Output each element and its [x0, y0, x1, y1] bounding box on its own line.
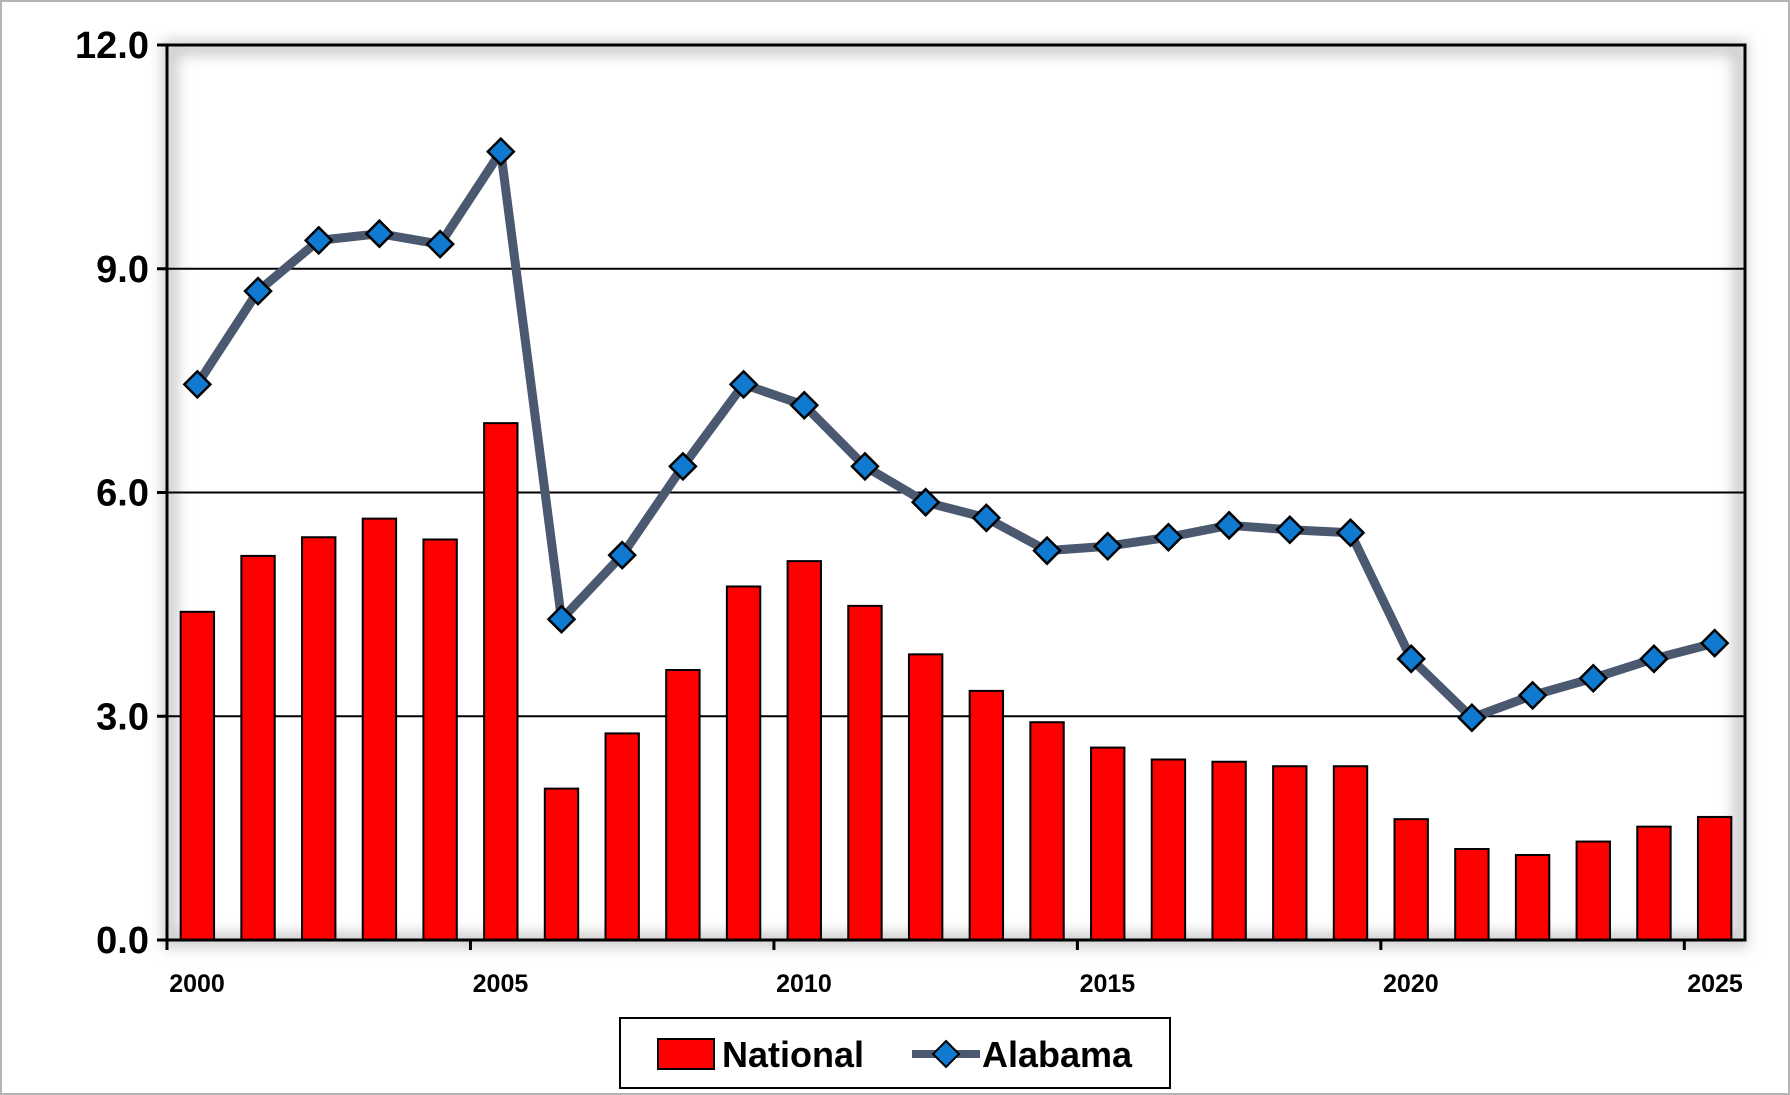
national-bar [604, 732, 640, 942]
national-bar [847, 604, 883, 941]
y-tick-label: 9.0 [96, 249, 149, 291]
alabama-point [850, 451, 880, 482]
alabama-point [1092, 531, 1123, 561]
x-tick-label: 2000 [169, 970, 225, 998]
x-axis-tick-labels: 2000 2005 2010 2015 2020 2025 [169, 970, 1743, 998]
alabama-point [1032, 535, 1062, 566]
national-bar [1696, 815, 1733, 941]
national-bar [422, 538, 458, 941]
national-bar [1150, 758, 1187, 942]
y-tick-label: 3.0 [96, 696, 149, 738]
alabama-line [182, 136, 1730, 733]
national-bar [968, 689, 1005, 941]
alabama-point [1639, 644, 1669, 674]
y-tick-label: 12.0 [75, 25, 149, 67]
legend-alabama-marker [931, 1039, 961, 1069]
alabama-point [607, 540, 637, 570]
alabama-point [486, 136, 516, 167]
x-tick-label: 2010 [776, 970, 832, 998]
alabama-point [1517, 680, 1548, 711]
alabama-point [728, 369, 759, 400]
national-bar [1090, 746, 1126, 942]
national-bar [1332, 765, 1369, 941]
axes [157, 43, 1745, 950]
y-tick-label: 6.0 [96, 473, 149, 515]
national-bar [543, 787, 580, 941]
national-bar [1454, 848, 1490, 942]
national-bar [179, 610, 216, 941]
national-bar [1393, 818, 1429, 941]
alabama-series-line [193, 147, 1716, 723]
alabama-point [425, 229, 455, 259]
alabama-point [546, 604, 577, 635]
national-bar [301, 536, 337, 941]
x-tick-label: 2015 [1080, 970, 1136, 998]
national-bar [907, 653, 944, 941]
national-bar [1636, 825, 1672, 942]
alabama-point [789, 390, 820, 421]
alabama-point [1699, 628, 1730, 658]
x-tick-label: 2025 [1687, 970, 1743, 998]
alabama-point [910, 487, 941, 517]
national-bar [1575, 840, 1611, 941]
alabama-point [182, 369, 213, 400]
y-axis-tick-labels: 0.0 3.0 6.0 9.0 12.0 [75, 25, 149, 962]
alabama-point [1396, 644, 1426, 674]
alabama-point [243, 276, 273, 306]
alabama-point [1275, 515, 1305, 545]
alabama-point [303, 225, 334, 256]
national-bar [665, 669, 701, 942]
national-bar [361, 517, 398, 942]
legend-alabama-label: Alabama [982, 1034, 1133, 1075]
national-bar [1272, 765, 1308, 941]
national-bar [786, 560, 822, 941]
alabama-point [364, 218, 395, 249]
national-bar [483, 422, 519, 941]
x-tick-label: 2005 [473, 970, 529, 998]
national-bar [1211, 760, 1247, 942]
alabama-point [1457, 702, 1487, 733]
y-tick-label: 0.0 [96, 920, 149, 962]
national-bar [240, 554, 276, 941]
legend-national-label: National [722, 1034, 864, 1075]
alabama-point [1578, 663, 1609, 693]
alabama-point [971, 503, 1002, 533]
national-bar [1029, 721, 1065, 942]
alabama-point [1335, 518, 1366, 548]
national-bar [1514, 853, 1551, 941]
alabama-point [668, 451, 698, 482]
legend-national-swatch [657, 1038, 715, 1070]
national-bar [725, 585, 762, 941]
alabama-point [1153, 522, 1184, 553]
legend: National Alabama [619, 1017, 1171, 1089]
x-tick-label: 2020 [1383, 970, 1439, 998]
alabama-point [1214, 510, 1244, 541]
